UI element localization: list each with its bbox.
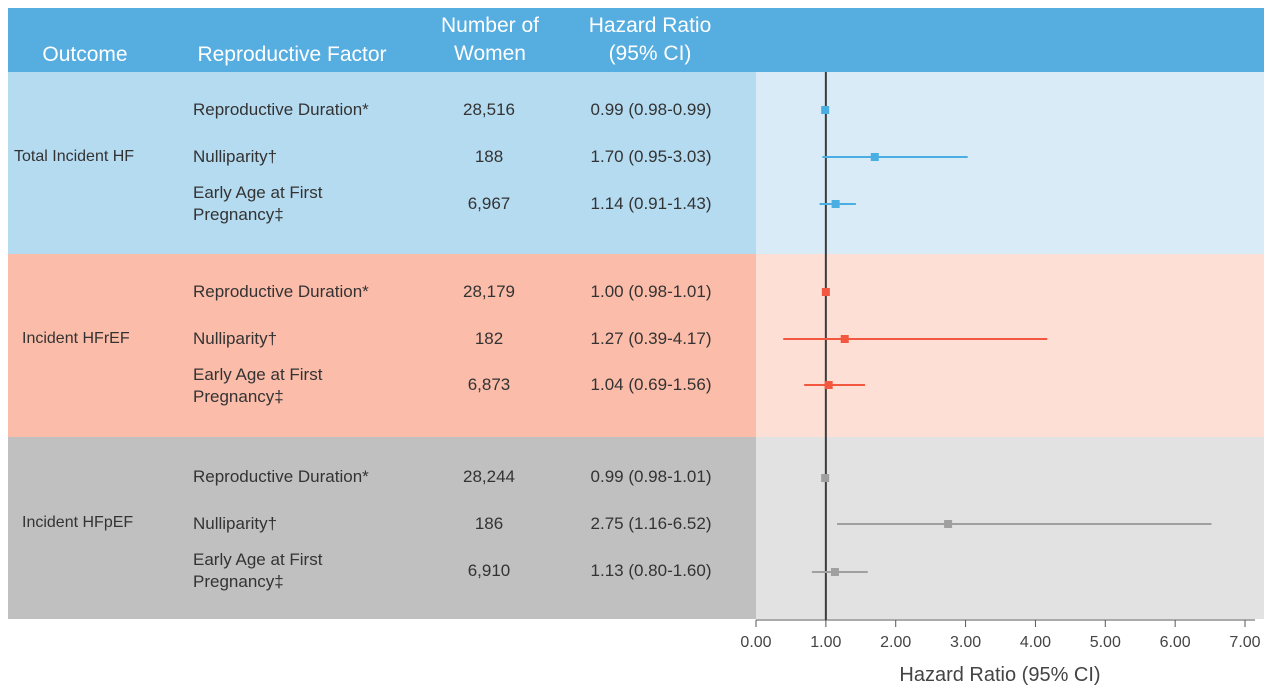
women-count: 6,910 (467, 561, 511, 580)
factor-label: Reproductive Duration* (193, 282, 369, 301)
hr-point (821, 474, 830, 482)
hazard-ratio-text: 0.99 (0.98-0.99) (590, 100, 712, 119)
outcome-incident-hfpef: Incident HFpEF (22, 514, 134, 531)
hazard-ratio-text: 1.04 (0.69-1.56) (590, 375, 712, 394)
hazard-ratio-text: 1.27 (0.39-4.17) (590, 329, 712, 348)
hr-point (840, 335, 849, 343)
factor-label: Early Age at First (193, 550, 323, 569)
hazard-ratio-text: 1.70 (0.95-3.03) (590, 147, 712, 166)
header-reproductive-factor: Reproductive Factor (197, 43, 387, 66)
factor-label-line2: Pregnancy‡ (193, 205, 284, 224)
women-count: 182 (474, 329, 504, 348)
x-tick-label: 7.00 (1229, 634, 1261, 651)
hr-point (821, 288, 830, 296)
x-tick-label: 6.00 (1159, 634, 1191, 651)
group-total-bg-right (756, 72, 1264, 254)
x-tick-label: 3.00 (949, 634, 982, 651)
factor-label: Reproductive Duration* (193, 467, 369, 486)
outcome-total-incident-hf: Total Incident HF (14, 148, 135, 165)
x-tick-label: 2.00 (880, 634, 912, 651)
header-hazard-ratio-line2: (95% CI) (608, 42, 692, 65)
table-header (8, 8, 1264, 72)
women-count: 28,244 (463, 467, 515, 486)
women-count: 6,967 (467, 194, 511, 213)
factor-label: Early Age at First (193, 365, 323, 384)
group-total-bg-left (8, 72, 756, 254)
group-hfref-bg-right (756, 254, 1264, 437)
header-hazard-ratio-line1: Hazard Ratio (588, 14, 712, 37)
x-tick-label: 1.00 (810, 634, 842, 651)
outcome-incident-hfref: Incident HFrEF (22, 330, 130, 347)
group-hfpef-bg-left (8, 437, 756, 619)
factor-label: Nulliparity† (193, 329, 278, 348)
hr-point (870, 153, 879, 161)
x-tick-label: 4.00 (1019, 634, 1051, 651)
hazard-ratio-text: 0.99 (0.98-1.01) (590, 467, 712, 486)
women-count: 28,179 (463, 282, 515, 301)
hazard-ratio-text: 1.00 (0.98-1.01) (590, 282, 712, 301)
hr-point (944, 520, 953, 528)
factor-label: Nulliparity† (193, 514, 278, 533)
x-tick-label: 0.00 (740, 634, 772, 651)
factor-label: Early Age at First (193, 183, 323, 202)
hr-point (824, 381, 833, 389)
x-tick-label: 5.00 (1089, 634, 1121, 651)
factor-label-line2: Pregnancy‡ (193, 572, 284, 591)
header-number-line2: Women (454, 42, 526, 65)
women-count: 6,873 (467, 375, 511, 394)
women-count: 186 (474, 514, 504, 533)
group-hfref-bg-left (8, 254, 756, 437)
hazard-ratio-text: 2.75 (1.16-6.52) (590, 514, 712, 533)
factor-label: Reproductive Duration* (193, 100, 369, 119)
x-axis-label: Hazard Ratio (95% CI) (899, 664, 1101, 686)
hazard-ratio-text: 1.14 (0.91-1.43) (590, 194, 712, 213)
header-number-line1: Number of (440, 14, 540, 37)
factor-label-line2: Pregnancy‡ (193, 387, 284, 406)
factor-label: Nulliparity† (193, 147, 278, 166)
hr-point (830, 568, 839, 576)
header-outcome: Outcome (42, 43, 128, 66)
women-count: 28,516 (463, 100, 515, 119)
women-count: 188 (474, 147, 504, 166)
group-hfpef-bg-right (756, 437, 1264, 619)
hr-point (831, 200, 840, 208)
hr-point (821, 106, 830, 114)
hazard-ratio-text: 1.13 (0.80-1.60) (590, 561, 712, 580)
